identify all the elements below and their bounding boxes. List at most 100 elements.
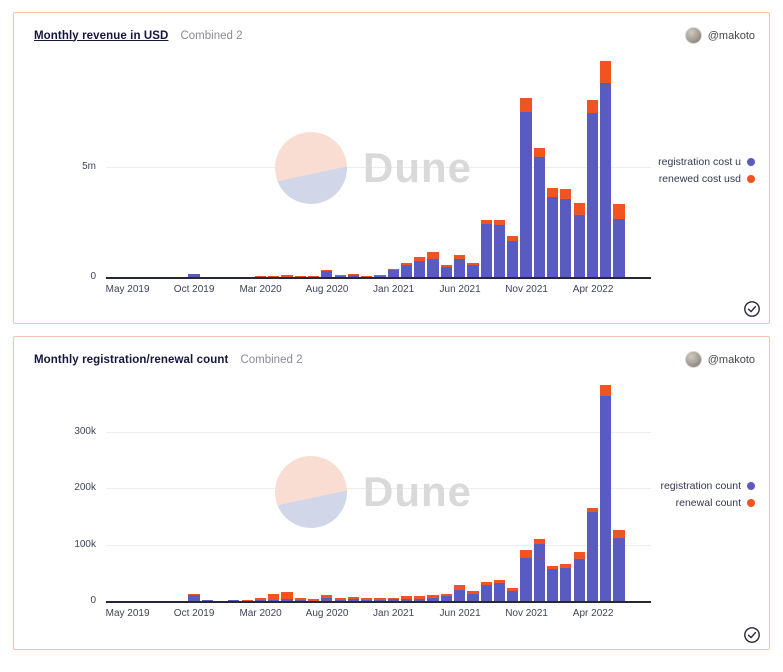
x-tick-label: Apr 2022 bbox=[572, 608, 614, 619]
bar-apr-2021 bbox=[427, 251, 439, 278]
bar-sep-2021 bbox=[493, 220, 506, 278]
segment-registration bbox=[294, 277, 306, 278]
segment-renewal bbox=[334, 275, 346, 277]
segment-registration bbox=[307, 277, 320, 278]
x-tick-label: May 2019 bbox=[105, 284, 150, 295]
bar-oct-2020 bbox=[347, 596, 359, 602]
bar-feb-2020 bbox=[241, 277, 253, 278]
segment-renewal bbox=[387, 269, 399, 271]
segment-renewal bbox=[507, 236, 519, 241]
segment-renewal bbox=[387, 597, 399, 600]
bar-jan-2020 bbox=[228, 276, 240, 278]
segment-renewal bbox=[454, 585, 466, 591]
segment-renewal bbox=[241, 600, 253, 601]
segment-renewal bbox=[307, 276, 320, 278]
y-tick-label: 0 bbox=[90, 271, 96, 282]
segment-registration bbox=[507, 240, 519, 278]
bar-apr-2021 bbox=[427, 595, 439, 602]
legend-item-renewal-count[interactable]: renewal count bbox=[595, 494, 755, 511]
segment-renewal bbox=[454, 255, 466, 260]
bar-oct-2021 bbox=[507, 236, 519, 278]
author-link[interactable]: @makoto bbox=[684, 351, 755, 368]
segment-renewal bbox=[268, 594, 280, 600]
x-tick-label: Jun 2021 bbox=[439, 284, 481, 295]
segment-renewal bbox=[547, 565, 559, 570]
bar-feb-2022 bbox=[560, 188, 572, 278]
segment-registration bbox=[135, 601, 147, 602]
legend-dot-icon bbox=[747, 157, 755, 166]
segment-renewal bbox=[547, 187, 559, 197]
segment-registration bbox=[560, 568, 572, 602]
bar-dec-2021 bbox=[533, 538, 545, 602]
bar-sep-2020 bbox=[334, 598, 346, 602]
segment-registration bbox=[440, 267, 452, 278]
bar-feb-2020 bbox=[241, 600, 253, 602]
segment-renewal bbox=[480, 581, 492, 585]
chart-card-count: Monthly registration/renewal count Combi… bbox=[13, 336, 770, 650]
segment-renewal bbox=[467, 262, 479, 265]
segment-registration bbox=[361, 599, 373, 602]
bar-nov-2020 bbox=[361, 598, 373, 602]
bar-apr-2022 bbox=[586, 508, 599, 602]
card-header: Monthly revenue in USD Combined 2 @makot… bbox=[34, 27, 755, 44]
chart-subtitle: Combined 2 bbox=[240, 353, 303, 366]
legend-item-registration-count[interactable]: registration count bbox=[595, 477, 755, 494]
segment-registration bbox=[321, 597, 333, 602]
segment-renewal bbox=[467, 591, 479, 595]
bar-jul-2020 bbox=[307, 599, 320, 602]
x-tick-label: Mar 2020 bbox=[239, 284, 282, 295]
chart-title-link[interactable]: Monthly revenue in USD bbox=[34, 29, 169, 42]
legend-item-renewed-cost-usd[interactable]: renewed cost usd bbox=[595, 170, 755, 187]
legend-label: registration cost u bbox=[658, 155, 741, 168]
chart-region: Dune 0 100k 200k 300k May 2019 Oct 2019 Mar 20… bbox=[34, 382, 759, 632]
segment-registration bbox=[268, 599, 280, 602]
segment-registration bbox=[268, 277, 280, 278]
chart-title-link[interactable]: Monthly registration/renewal count bbox=[34, 353, 229, 366]
bar-dec-2019 bbox=[214, 277, 227, 278]
segment-registration bbox=[520, 111, 532, 278]
legend-item-registration-cost-u[interactable]: registration cost u bbox=[595, 153, 755, 170]
bar-jan-2021 bbox=[387, 597, 399, 602]
bar-oct-2020 bbox=[347, 273, 359, 278]
segment-registration bbox=[361, 276, 373, 278]
segment-registration bbox=[600, 83, 612, 278]
segment-registration bbox=[387, 599, 399, 602]
author-link[interactable]: @makoto bbox=[684, 27, 755, 44]
author-avatar bbox=[684, 351, 702, 368]
segment-renewal bbox=[254, 276, 266, 278]
segment-registration bbox=[467, 594, 479, 602]
segment-renewal bbox=[480, 219, 492, 225]
segment-registration bbox=[533, 544, 545, 602]
segment-renewal bbox=[414, 257, 426, 261]
bar-mar-2022 bbox=[573, 203, 585, 278]
segment-registration bbox=[201, 277, 213, 278]
segment-renewal bbox=[560, 563, 572, 569]
check-circle-icon[interactable] bbox=[743, 626, 761, 644]
bar-apr-2020 bbox=[268, 594, 280, 602]
check-circle-icon[interactable] bbox=[743, 300, 761, 318]
segment-registration bbox=[148, 601, 160, 602]
bar-jan-2022 bbox=[547, 187, 559, 278]
x-tick-label: Apr 2022 bbox=[572, 284, 614, 295]
segment-renewal bbox=[586, 99, 599, 113]
bar-dec-2020 bbox=[374, 275, 386, 278]
bar-jul-2020 bbox=[307, 276, 320, 278]
segment-renewal bbox=[573, 203, 585, 216]
segment-registration bbox=[613, 218, 625, 278]
y-tick-label: 100k bbox=[74, 538, 96, 550]
bar-sep-2019 bbox=[175, 277, 187, 278]
segment-registration bbox=[122, 600, 134, 602]
bar-apr-2022 bbox=[586, 99, 599, 278]
segment-renewal bbox=[254, 597, 266, 601]
segment-registration bbox=[254, 277, 266, 278]
x-axis-labels: May 2019 Oct 2019 Mar 2020 Aug 2020 Jan 2021… bbox=[106, 284, 641, 298]
y-tick-label: 300k bbox=[74, 425, 96, 437]
segment-renewal bbox=[321, 594, 333, 598]
x-tick-label: Jan 2021 bbox=[373, 284, 415, 295]
bar-sep-2020 bbox=[334, 275, 346, 278]
segment-renewal bbox=[586, 508, 599, 513]
bar-jun-2022 bbox=[613, 529, 625, 602]
segment-registration bbox=[520, 558, 532, 602]
legend-dot-icon bbox=[747, 174, 755, 183]
bar-mar-2021 bbox=[414, 596, 426, 602]
